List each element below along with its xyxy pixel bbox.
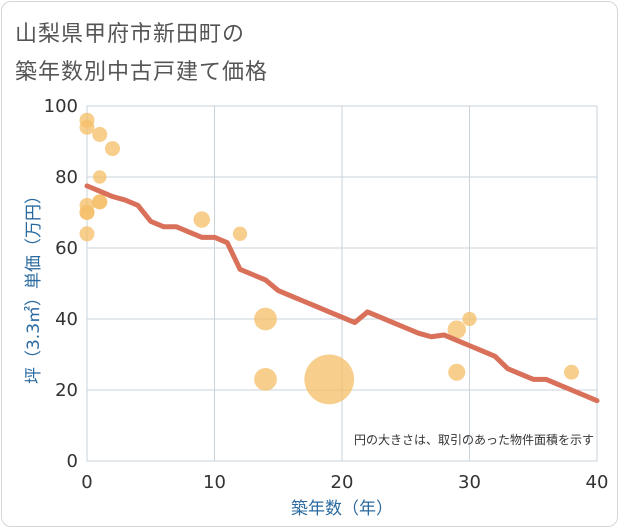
bubble-point [79,205,95,220]
chart-title-line-1: 山梨県甲府市新田町の [15,22,246,47]
x-axis-label: 築年数（年） [291,499,393,519]
bubble-point [254,307,277,331]
x-tick-labels: 0 10 20 30 40 [81,472,608,493]
x-tick-label: 10 [203,472,226,493]
bubble-point [254,367,277,391]
x-tick-label: 20 [331,472,354,493]
bubble-point [448,363,466,381]
y-axis-label: 坪（3.3㎡）単価（万円） [24,187,44,384]
bubble-point [79,119,95,135]
y-tick-labels: 0 20 40 60 80 100 [44,96,78,472]
bubble-size-note: 円の大きさは、取引のあった物件面積を示す [354,432,594,447]
bubble-point [79,226,95,242]
x-tick-label: 30 [458,472,481,493]
grid-lines [86,105,598,462]
bubble-point [93,170,107,184]
x-tick-label: 0 [81,472,92,493]
bubble-point [92,194,108,210]
bubble-series [79,112,579,405]
y-tick-label: 20 [55,380,78,401]
bubble-point [462,311,477,327]
chart-title-line-2: 築年数別中古戸建て価格 [15,60,269,85]
bubble-point [92,126,108,142]
bubble-point [447,320,466,339]
y-tick-label: 80 [55,167,78,188]
bubble-point [232,226,248,241]
bubble-point [105,141,120,157]
trend-line [84,183,600,404]
y-tick-label: 0 [67,451,78,472]
bubble-point [193,211,210,228]
y-tick-label: 100 [44,96,78,117]
y-tick-label: 40 [55,309,78,330]
x-tick-label: 40 [586,472,609,493]
bubble-point [304,354,355,405]
y-tick-label: 60 [55,238,78,259]
bubble-point [564,364,579,380]
